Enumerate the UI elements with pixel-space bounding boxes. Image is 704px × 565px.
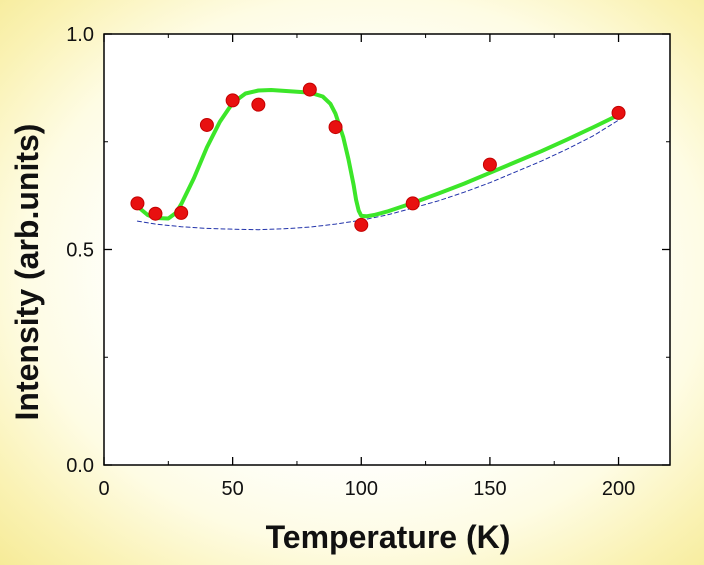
y-tick-label: 0.5 bbox=[66, 240, 94, 262]
x-tick-label: 100 bbox=[345, 478, 378, 500]
axis-ticks bbox=[103, 33, 670, 466]
y-axis-label: Intensity (arb.units) bbox=[9, 124, 45, 421]
series-lines bbox=[135, 88, 621, 231]
data-points bbox=[130, 82, 626, 232]
data-point bbox=[148, 206, 163, 221]
data-point bbox=[199, 117, 214, 132]
x-tick-label: 150 bbox=[473, 478, 506, 500]
x-axis-label: Temperature (K) bbox=[266, 519, 511, 555]
series-line-fit bbox=[135, 88, 621, 221]
data-point bbox=[611, 105, 626, 120]
data-point bbox=[302, 82, 317, 97]
y-tick-label: 0.0 bbox=[66, 455, 94, 477]
data-point bbox=[174, 205, 189, 220]
x-tick-label: 200 bbox=[602, 478, 635, 500]
series-line-baseline bbox=[136, 119, 619, 231]
data-point bbox=[251, 97, 266, 112]
data-point bbox=[328, 120, 343, 135]
data-point bbox=[482, 157, 497, 172]
y-tick-label: 1.0 bbox=[66, 24, 94, 46]
plot-area bbox=[103, 33, 671, 466]
data-point bbox=[405, 196, 420, 211]
data-point bbox=[354, 217, 369, 232]
tick-labels: 0 50 100 150 200 0.0 0.5 1.0 bbox=[66, 24, 635, 500]
data-point bbox=[130, 196, 145, 211]
x-tick-label: 50 bbox=[222, 478, 244, 500]
x-tick-label: 0 bbox=[98, 478, 109, 500]
data-point bbox=[225, 93, 240, 108]
